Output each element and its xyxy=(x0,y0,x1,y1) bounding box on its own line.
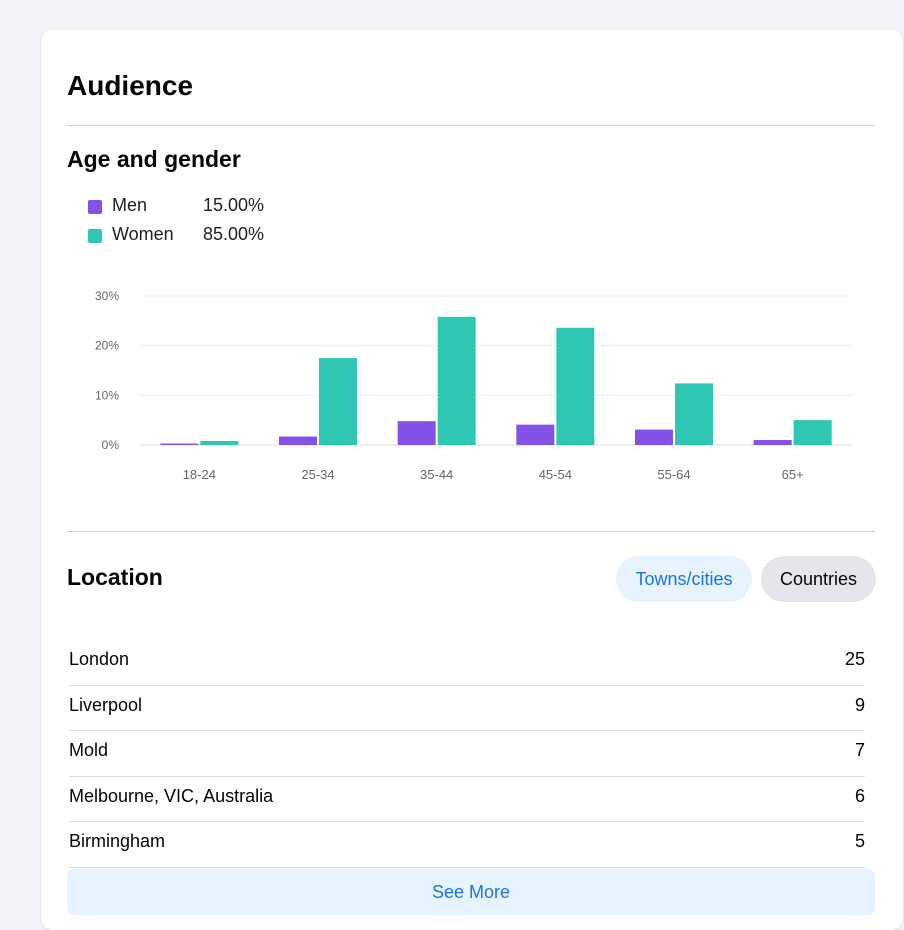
location-name: Melbourne, VIC, Australia xyxy=(69,785,274,806)
bar-men-45-54 xyxy=(516,424,555,445)
x-tick-label: 18-24 xyxy=(183,467,216,482)
divider xyxy=(67,125,875,126)
location-row: London 25 xyxy=(69,640,865,686)
legend-swatch-men xyxy=(88,200,102,214)
age-gender-title: Age and gender xyxy=(67,146,241,172)
legend-label-women: Women xyxy=(112,224,174,244)
location-list: London 25 Liverpool 9 Mold 7 Melbourne, … xyxy=(69,640,865,868)
see-more-button[interactable]: See More xyxy=(67,869,875,915)
location-count: 7 xyxy=(854,740,865,760)
y-tick-label: 10% xyxy=(95,388,119,402)
location-row: Liverpool 9 xyxy=(69,686,865,731)
legend-label-men: Men xyxy=(112,195,148,215)
bar-women-18-24 xyxy=(200,441,239,445)
x-tick-label: 25-34 xyxy=(301,467,334,482)
location-row: Melbourne, VIC, Australia 6 xyxy=(69,777,865,822)
divider xyxy=(67,531,875,532)
location-count: 5 xyxy=(854,831,865,851)
location-count: 6 xyxy=(854,785,865,806)
location-name: Liverpool xyxy=(69,694,143,715)
legend-value-men: 15.00% xyxy=(202,195,264,215)
bar-men-35-44 xyxy=(397,421,436,445)
y-tick-label: 20% xyxy=(95,339,119,353)
location-row: Birmingham 5 xyxy=(69,822,865,868)
age-gender-bar-chart: 0% 10% 20% 30% 18-24 25-34 35-44 45-54 55-64 65+ xyxy=(95,289,852,482)
bar-women-65+ xyxy=(793,420,832,445)
legend-value-women: 85.00% xyxy=(202,224,264,244)
age-gender-chart: 0% 10% 20% 30% 18-24 25-34 35-44 45-54 55-64 65+ xyxy=(84,280,864,495)
x-tick-label: 45-54 xyxy=(539,467,572,482)
y-tick-label: 30% xyxy=(95,289,119,303)
bar-men-65+ xyxy=(753,440,792,445)
bar-men-18-24 xyxy=(160,443,199,445)
bar-women-25-34 xyxy=(319,358,357,445)
location-name: Birmingham xyxy=(69,831,166,851)
x-tick-label: 35-44 xyxy=(420,467,453,482)
legend-swatch-women xyxy=(88,229,102,243)
bar-women-35-44 xyxy=(437,316,476,445)
bar-men-55-64 xyxy=(635,429,673,445)
location-name: Mold xyxy=(69,740,109,760)
bar-women-55-64 xyxy=(675,383,713,445)
audience-title: Audience xyxy=(67,70,194,101)
audience-card: Audience Age and gender Men 15.00% Women… xyxy=(42,30,902,930)
location-title: Location xyxy=(67,564,163,590)
y-tick-label: 0% xyxy=(102,438,120,452)
bar-men-25-34 xyxy=(279,436,317,445)
x-tick-label: 55-64 xyxy=(657,467,690,482)
towns-cities-tab[interactable]: Towns/cities xyxy=(616,556,752,602)
x-tick-label: 65+ xyxy=(782,467,804,482)
location-name: London xyxy=(69,649,130,669)
location-row: Mold 7 xyxy=(69,731,865,777)
countries-tab[interactable]: Countries xyxy=(761,556,876,602)
location-count: 25 xyxy=(844,649,865,669)
bar-women-45-54 xyxy=(556,327,595,445)
location-count: 9 xyxy=(854,694,865,715)
